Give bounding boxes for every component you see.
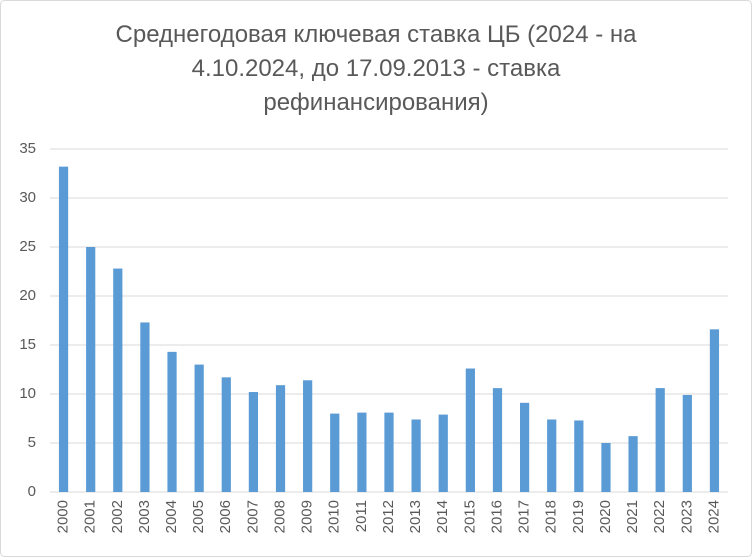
bar <box>275 385 286 492</box>
x-tick-label: 2009 <box>299 500 316 533</box>
x-tick-label: 2024 <box>705 500 722 533</box>
y-tick-label: 15 <box>19 336 36 353</box>
x-tick-label: 2000 <box>55 500 72 533</box>
x-tick-label: 2015 <box>461 500 478 533</box>
bar <box>167 351 177 492</box>
bar <box>357 412 367 492</box>
x-tick-label: 2002 <box>109 500 126 533</box>
y-tick-label: 5 <box>28 434 36 451</box>
y-tick-label: 30 <box>19 189 36 206</box>
bar <box>140 322 150 492</box>
bar <box>330 413 340 492</box>
y-tick-label: 20 <box>19 287 36 304</box>
bar <box>113 268 123 492</box>
x-tick-label: 2001 <box>82 500 99 533</box>
x-tick-label: 2006 <box>217 500 234 533</box>
bar <box>465 368 475 492</box>
x-tick-label: 2003 <box>136 500 153 533</box>
bar <box>221 377 231 492</box>
bar <box>194 364 204 492</box>
x-tick-label: 2019 <box>570 500 587 533</box>
x-tick-label: 2008 <box>271 500 288 533</box>
bar <box>492 388 503 492</box>
x-tick-label: 2016 <box>488 500 505 533</box>
bar <box>682 394 692 492</box>
bar <box>547 419 557 492</box>
bar <box>438 414 448 492</box>
y-tick-label: 10 <box>19 385 36 402</box>
bar <box>411 419 421 492</box>
x-tick-label: 2013 <box>407 500 424 533</box>
bar <box>709 329 720 492</box>
x-tick-label: 2012 <box>380 500 397 533</box>
x-tick-label: 2011 <box>353 500 370 532</box>
bar <box>655 388 665 492</box>
bar <box>303 380 313 492</box>
y-tick-label: 0 <box>28 483 36 500</box>
bar <box>248 392 259 492</box>
x-tick-label: 2021 <box>624 500 641 533</box>
x-tick-label: 2020 <box>597 500 614 533</box>
x-tick-label: 2014 <box>434 500 451 533</box>
x-tick-label: 2018 <box>543 500 560 533</box>
x-tick-label: 2017 <box>516 500 533 533</box>
bar <box>574 420 584 492</box>
bar <box>58 166 69 492</box>
chart-title: Среднегодовая ключевая ставка ЦБ (2024 -… <box>115 21 637 116</box>
x-tick-label: 2022 <box>651 500 668 533</box>
x-tick-label: 2010 <box>326 500 343 533</box>
x-tick-label: 2023 <box>678 500 695 533</box>
bar <box>601 443 611 492</box>
y-tick-label: 35 <box>19 140 36 157</box>
y-tick-label: 25 <box>19 238 36 255</box>
bar <box>628 436 638 492</box>
x-tick-label: 2005 <box>190 500 207 533</box>
x-tick-label: 2004 <box>163 500 180 533</box>
bar <box>384 412 394 492</box>
bar <box>86 247 96 492</box>
x-tick-label: 2007 <box>244 500 261 533</box>
bar <box>519 402 530 492</box>
